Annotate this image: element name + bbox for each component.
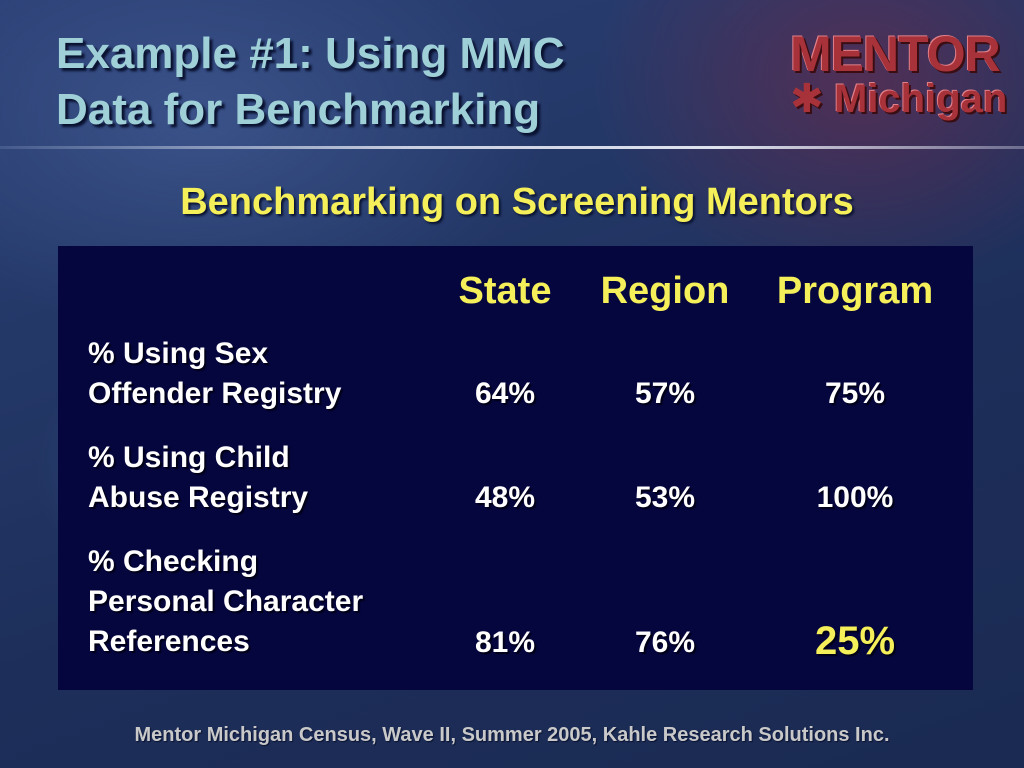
table-cell: 64%	[474, 377, 536, 410]
logo-sub: Michigan	[834, 77, 1008, 121]
slide-title-line2: Data for Benchmarking	[56, 85, 541, 134]
table-cell: 53%	[634, 481, 696, 514]
benchmark-table-panel	[58, 246, 973, 690]
col-header-state: State	[458, 270, 552, 312]
row-label-child-abuse-registry: % Using Child Abuse Registry	[88, 438, 308, 518]
row-label-line: Abuse Registry	[88, 481, 309, 514]
mentor-michigan-logo: MENTOR ✱ Michigan	[790, 26, 1007, 126]
row-label-character-references: % Checking Personal Character References	[88, 542, 363, 662]
table-cell-highlight: 25%	[814, 619, 896, 663]
table-cell: 81%	[474, 626, 536, 659]
row-label-line: % Using Child	[88, 441, 290, 474]
slide-subtitle: Benchmarking on Screening Mentors	[180, 181, 854, 223]
logo-word: MENTOR	[790, 26, 1001, 82]
table-cell: 76%	[634, 626, 696, 659]
row-label-line: Personal Character	[88, 585, 364, 618]
col-header-region: Region	[600, 270, 730, 312]
row-label-line: % Using Sex	[88, 337, 269, 370]
logo-figure-icon: ✱	[790, 77, 824, 121]
table-cell: 57%	[634, 377, 696, 410]
source-footer: Mentor Michigan Census, Wave II, Summer …	[134, 724, 890, 746]
table-cell: 48%	[474, 481, 536, 514]
title-divider	[0, 146, 1024, 149]
slide-title: Example #1: Using MMC Data for Benchmark…	[56, 26, 565, 138]
row-label-line: References	[88, 625, 250, 658]
col-header-program: Program	[776, 270, 934, 312]
slide-title-line1: Example #1: Using MMC	[56, 29, 565, 78]
table-cell: 75%	[824, 377, 886, 410]
table-cell: 100%	[816, 481, 894, 514]
row-label-line: % Checking	[88, 545, 259, 578]
row-label-line: Offender Registry	[88, 377, 342, 410]
row-label-sex-offender-registry: % Using Sex Offender Registry	[88, 334, 341, 414]
